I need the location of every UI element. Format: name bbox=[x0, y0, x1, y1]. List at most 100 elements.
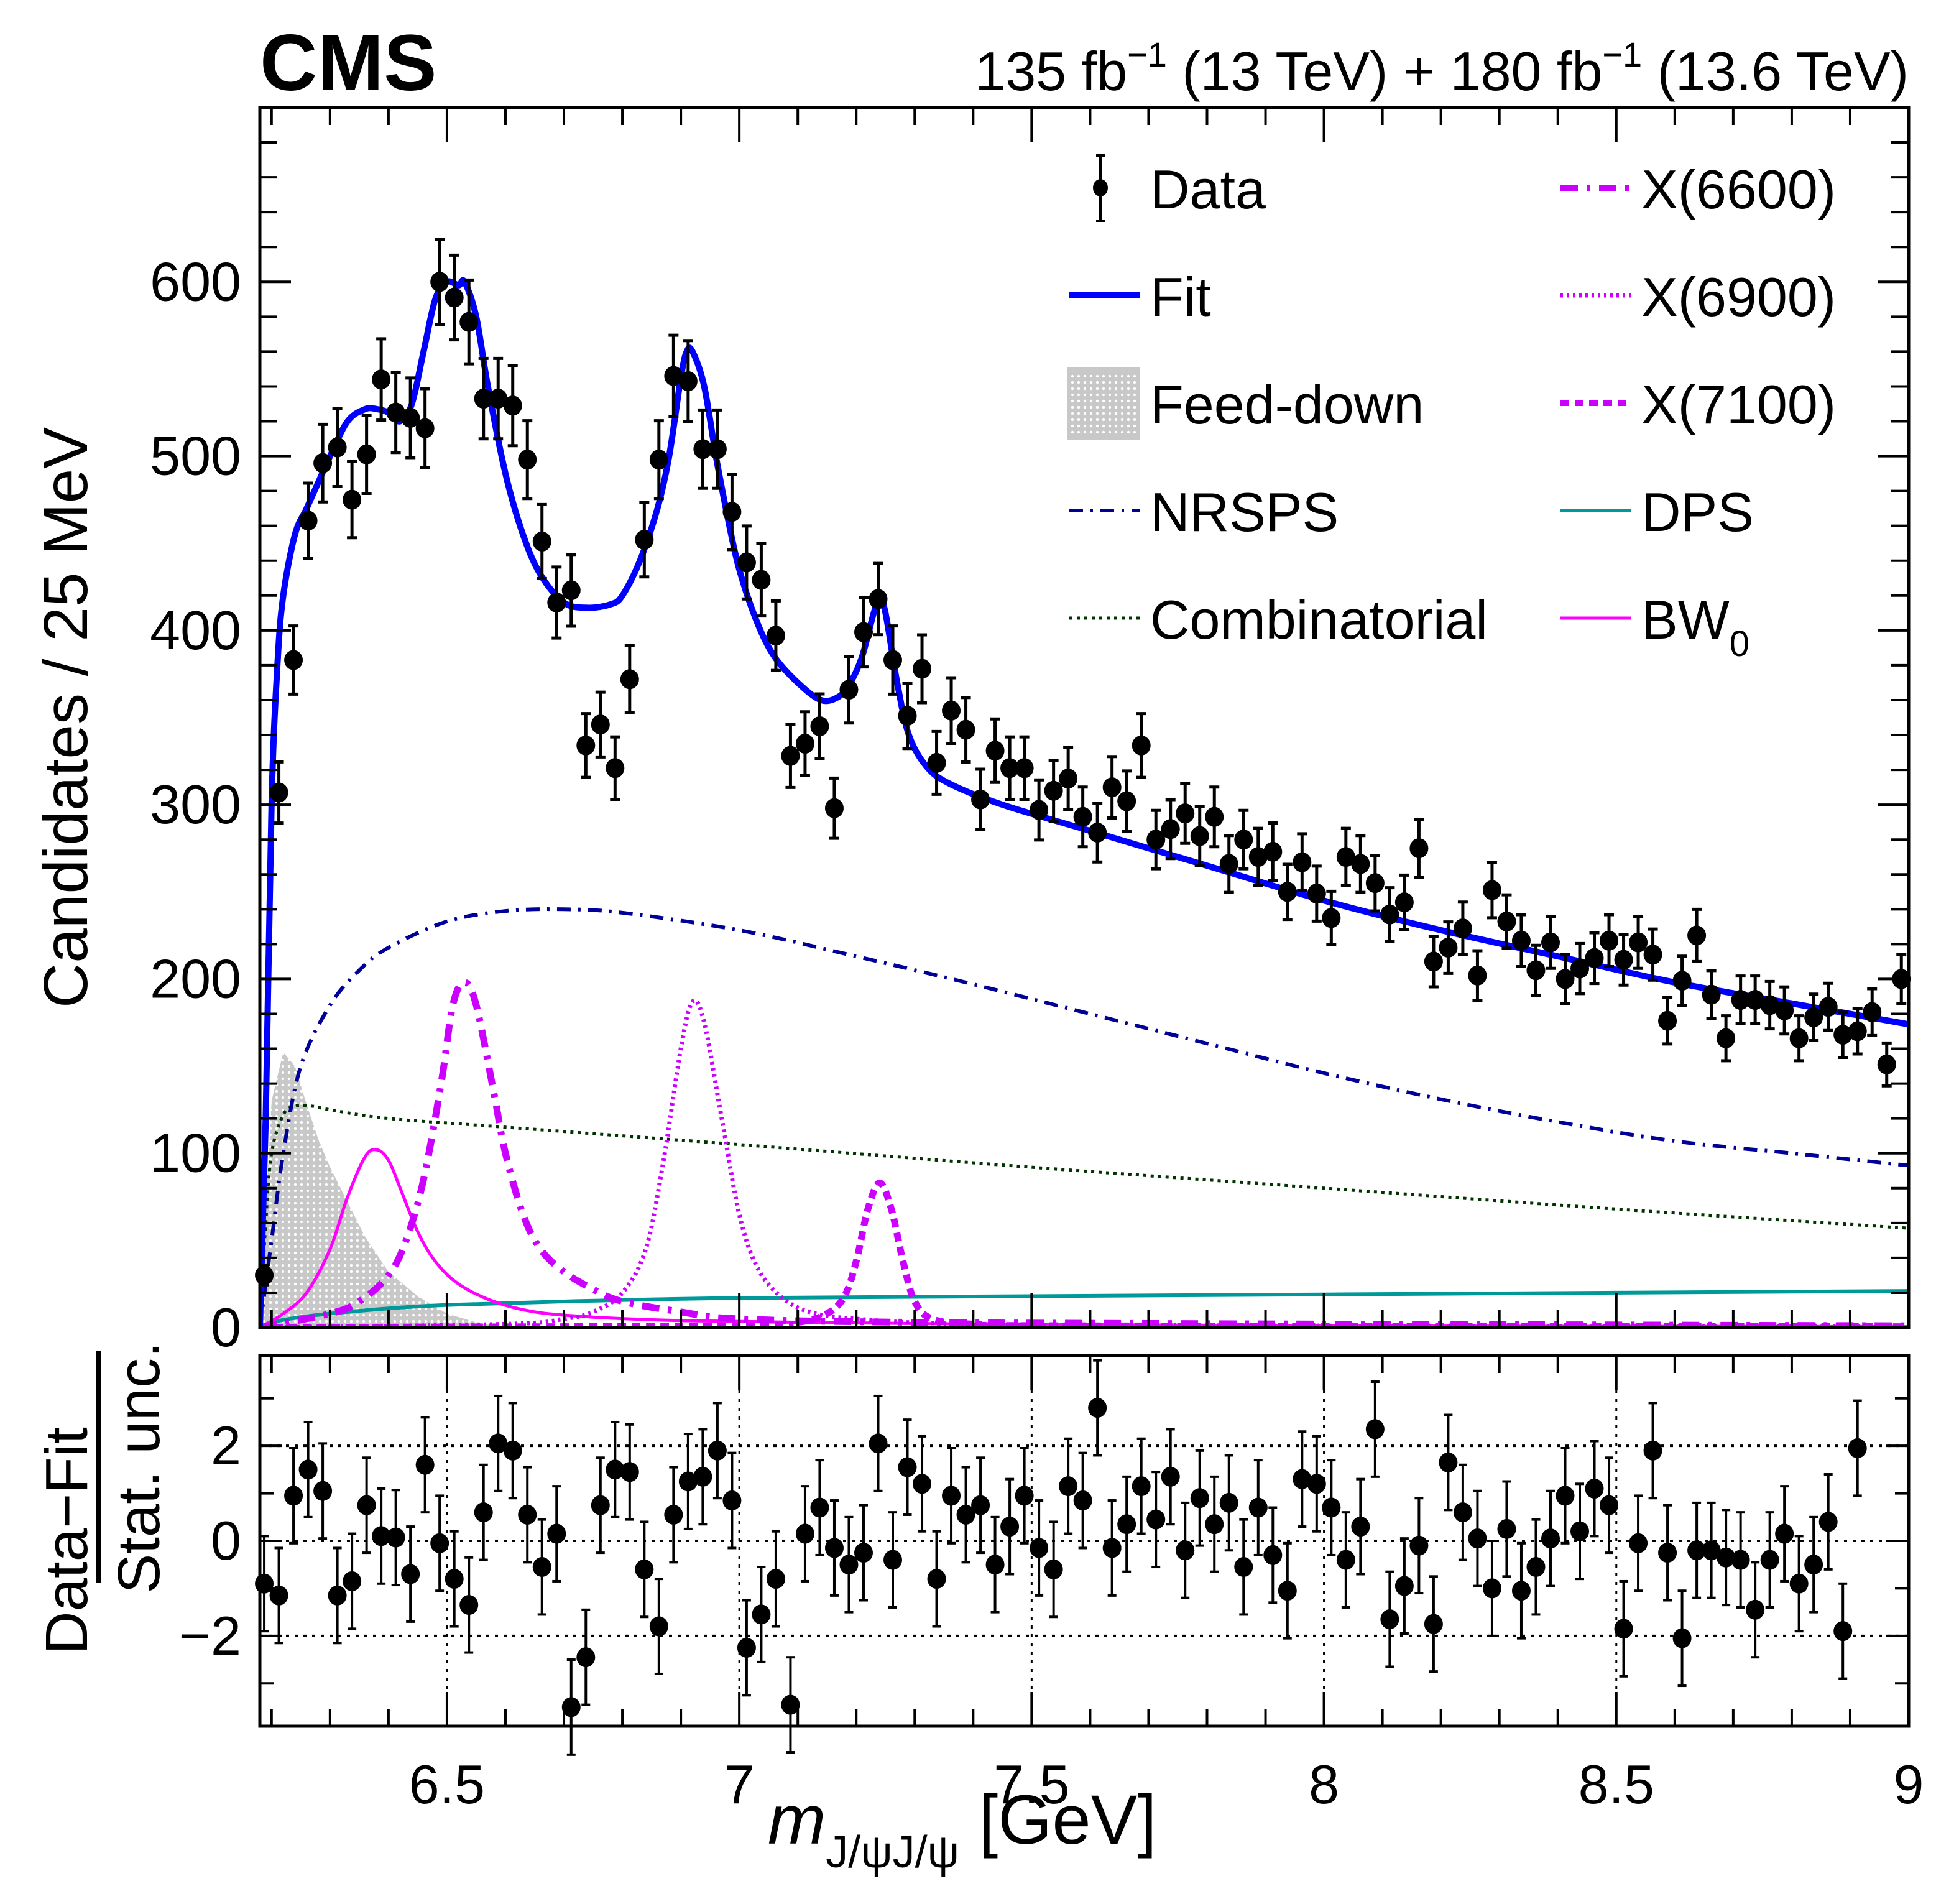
data-marker bbox=[1468, 965, 1487, 986]
data-marker bbox=[1643, 945, 1662, 965]
pull-marker bbox=[1263, 1545, 1283, 1565]
ratio-y-tick-label: 0 bbox=[211, 1510, 241, 1571]
data-point bbox=[795, 710, 814, 777]
data-point bbox=[401, 376, 420, 460]
x6600-curve bbox=[260, 979, 1909, 1328]
combinatorial-curve bbox=[260, 1104, 1909, 1328]
pull-marker bbox=[518, 1504, 537, 1525]
data-point bbox=[1833, 1010, 1853, 1059]
pull-marker bbox=[1658, 1543, 1677, 1563]
data-point bbox=[1263, 821, 1283, 882]
data-point bbox=[1453, 900, 1472, 957]
data-marker bbox=[1336, 847, 1355, 867]
pull-marker bbox=[1526, 1557, 1546, 1578]
data-marker bbox=[357, 444, 376, 464]
data-marker bbox=[1760, 995, 1779, 1015]
data-marker bbox=[927, 752, 946, 773]
data-marker bbox=[503, 395, 522, 416]
pull-marker bbox=[445, 1569, 464, 1589]
data-marker bbox=[576, 735, 596, 756]
data-point bbox=[328, 407, 347, 489]
data-marker bbox=[1117, 791, 1136, 811]
pull-point bbox=[1293, 1430, 1312, 1528]
pull-point bbox=[1088, 1359, 1107, 1457]
pull-marker bbox=[1833, 1621, 1853, 1642]
pull-marker bbox=[1600, 1495, 1619, 1515]
legend-label-subscript: 0 bbox=[1730, 624, 1749, 664]
pull-marker bbox=[1015, 1486, 1034, 1506]
pull-marker bbox=[1643, 1440, 1662, 1461]
data-marker bbox=[1614, 950, 1633, 970]
pull-point bbox=[1409, 1497, 1429, 1595]
pull-point bbox=[532, 1518, 551, 1616]
pull-marker bbox=[1497, 1518, 1516, 1539]
pull-point bbox=[1322, 1459, 1341, 1556]
pull-point bbox=[1833, 1582, 1853, 1680]
data-marker bbox=[620, 669, 639, 690]
pull-point bbox=[1176, 1501, 1195, 1599]
pull-point bbox=[372, 1487, 391, 1585]
pull-point bbox=[1351, 1477, 1370, 1576]
data-marker bbox=[1030, 800, 1049, 820]
data-point bbox=[445, 253, 464, 342]
legend-entry-nrsps: NRSPS bbox=[1069, 481, 1339, 543]
pull-marker bbox=[459, 1595, 479, 1615]
data-point bbox=[1365, 854, 1385, 913]
data-marker bbox=[1190, 826, 1209, 846]
legend-entry-dps: DPS bbox=[1560, 481, 1754, 543]
pull-marker bbox=[678, 1471, 698, 1492]
data-marker bbox=[518, 450, 537, 470]
lumi-1: 135 fb bbox=[975, 40, 1127, 102]
data-marker bbox=[1380, 904, 1399, 925]
data-point bbox=[971, 767, 990, 832]
data-point bbox=[1030, 778, 1049, 842]
pull-marker bbox=[1585, 1478, 1604, 1499]
pull-marker bbox=[1044, 1559, 1063, 1579]
data-marker bbox=[869, 589, 888, 609]
pull-point bbox=[927, 1530, 946, 1628]
legend-label: Data bbox=[1150, 159, 1266, 220]
legend-label: X(6600) bbox=[1641, 159, 1836, 220]
pull-marker bbox=[1409, 1535, 1429, 1556]
legend-entry-bw0: BW0 bbox=[1560, 589, 1749, 664]
pull-marker bbox=[1570, 1521, 1590, 1541]
data-marker bbox=[1088, 822, 1107, 843]
x-axis-label-unit: [GeV] bbox=[959, 1781, 1156, 1859]
data-marker bbox=[1424, 951, 1443, 972]
pull-point bbox=[1307, 1435, 1326, 1533]
pull-marker bbox=[1775, 1523, 1794, 1544]
x-tick-label: 8.5 bbox=[1579, 1754, 1654, 1815]
data-marker bbox=[1234, 830, 1253, 850]
data-marker bbox=[722, 502, 742, 522]
data-marker bbox=[532, 531, 551, 552]
data-marker bbox=[1848, 1021, 1867, 1042]
y-tick-label: 100 bbox=[150, 1122, 241, 1184]
pull-point bbox=[854, 1504, 873, 1602]
data-marker bbox=[1746, 990, 1765, 1010]
data-marker bbox=[1585, 948, 1604, 968]
legend-label-text: NRSPS bbox=[1150, 481, 1339, 543]
pull-point bbox=[839, 1515, 859, 1614]
pull-point bbox=[722, 1451, 742, 1550]
pull-marker bbox=[913, 1474, 932, 1494]
data-marker bbox=[942, 700, 961, 721]
data-point bbox=[518, 419, 537, 501]
data-point bbox=[1088, 802, 1107, 864]
pull-marker bbox=[1132, 1476, 1151, 1497]
data-marker bbox=[708, 439, 727, 460]
pull-point bbox=[298, 1420, 318, 1518]
pull-point bbox=[913, 1435, 932, 1533]
data-point bbox=[547, 565, 566, 640]
pull-marker bbox=[415, 1454, 435, 1475]
dps-curve bbox=[260, 1289, 1909, 1328]
legend-label: BW0 bbox=[1641, 589, 1749, 664]
data-point bbox=[606, 735, 625, 802]
data-point bbox=[1643, 927, 1662, 982]
data-point bbox=[898, 682, 917, 751]
pull-point bbox=[357, 1456, 376, 1555]
pull-point bbox=[1102, 1499, 1122, 1597]
data-point bbox=[1394, 873, 1414, 931]
pull-marker bbox=[635, 1559, 654, 1579]
data-marker bbox=[737, 552, 756, 573]
data-point bbox=[1731, 974, 1750, 1025]
